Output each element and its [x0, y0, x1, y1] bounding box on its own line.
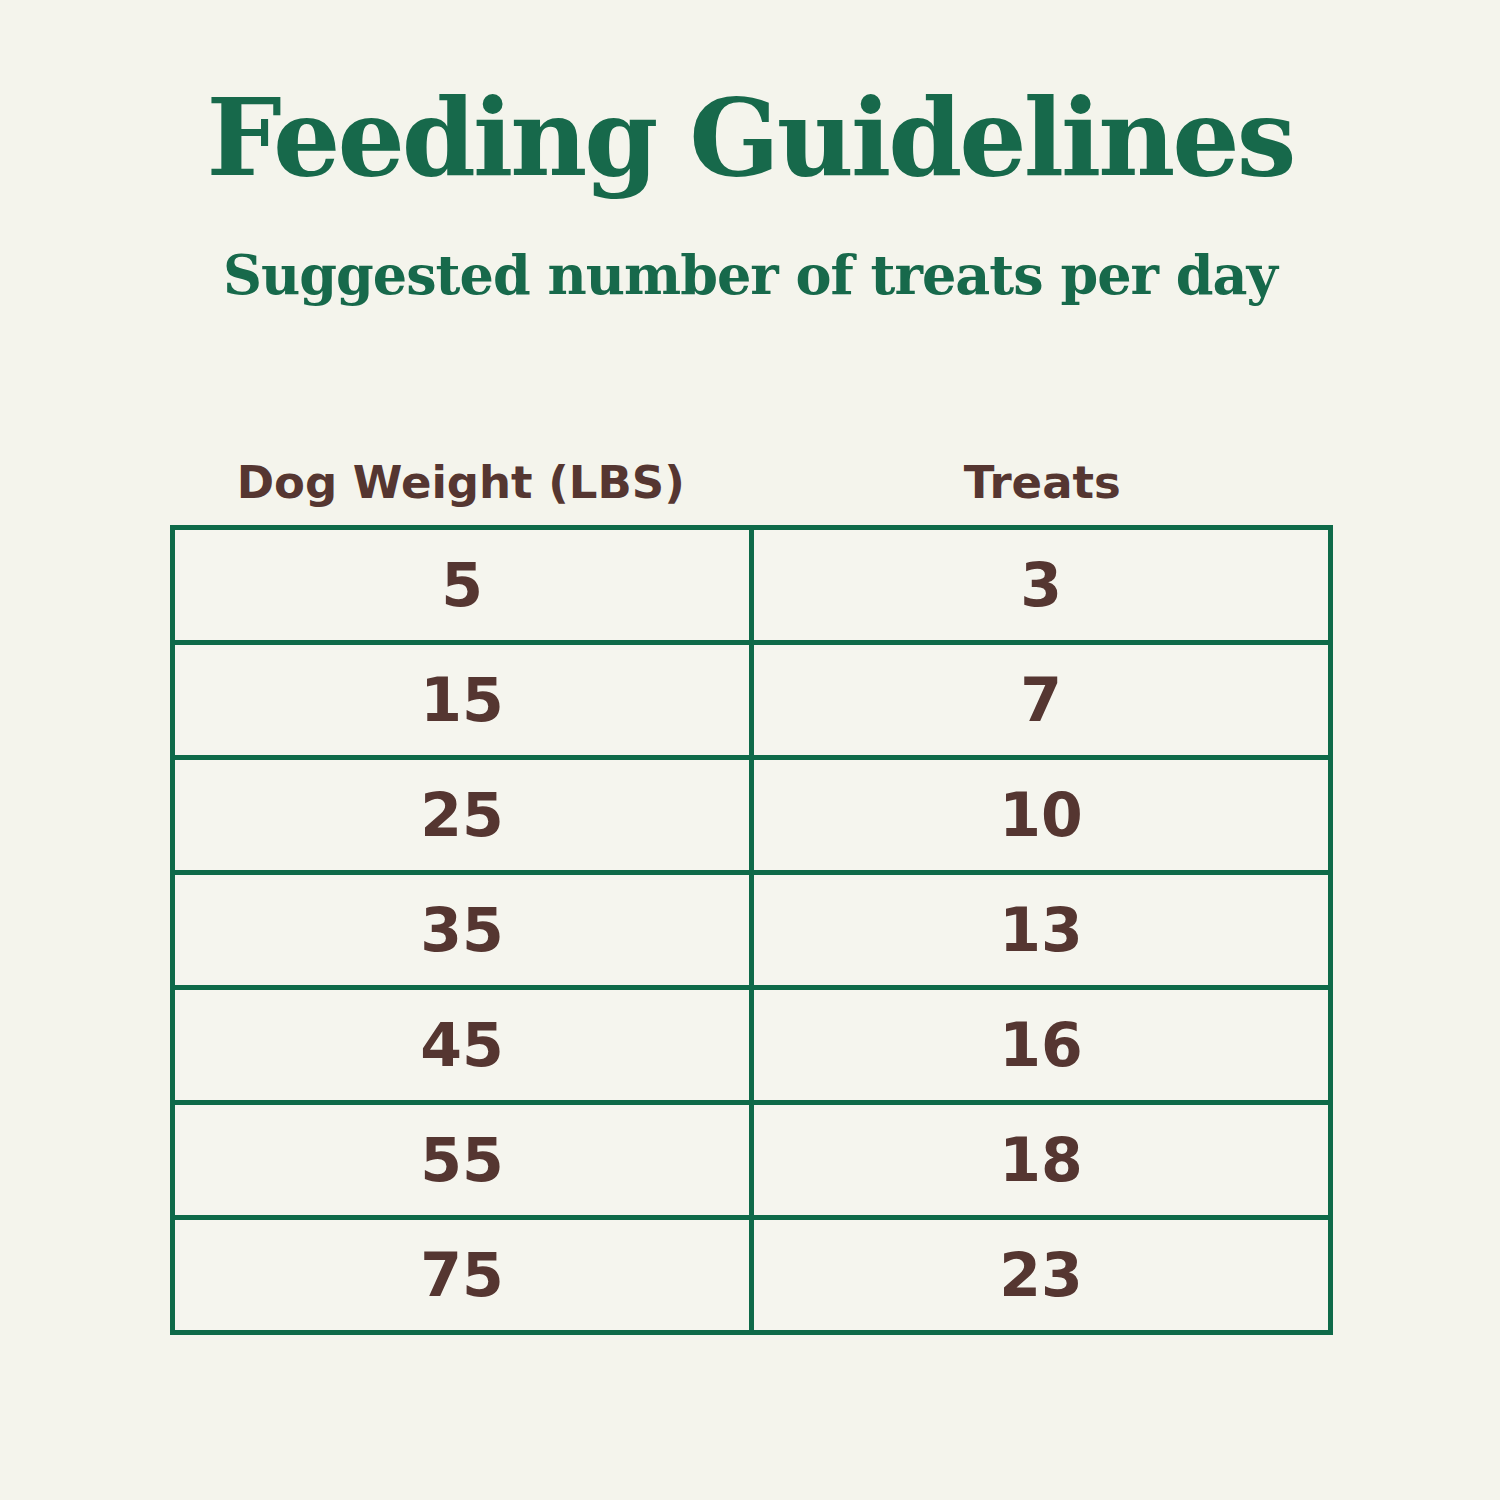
column-header-dog-weight: Dog Weight (LBS): [170, 448, 752, 518]
dog-weight-cell: 35: [175, 875, 749, 985]
dog-weight-cell: 5: [175, 530, 749, 640]
table-row: 35 13: [175, 870, 1328, 985]
dog-weight-cell: 25: [175, 760, 749, 870]
table-row: 55 18: [175, 1100, 1328, 1215]
table-row: 25 10: [175, 755, 1328, 870]
table-column-headers: Dog Weight (LBS) Treats: [170, 448, 1333, 518]
treats-cell: 16: [749, 990, 1328, 1100]
treats-cell: 23: [749, 1220, 1328, 1330]
treats-cell: 3: [749, 530, 1328, 640]
table-row: 15 7: [175, 640, 1328, 755]
dog-weight-cell: 15: [175, 645, 749, 755]
treats-cell: 7: [749, 645, 1328, 755]
feeding-guidelines-table: 5 3 15 7 25 10 35 13 45 16 55 18 75 23: [170, 525, 1333, 1335]
treats-cell: 13: [749, 875, 1328, 985]
dog-weight-cell: 45: [175, 990, 749, 1100]
dog-weight-cell: 75: [175, 1220, 749, 1330]
page-title: Feeding Guidelines: [0, 80, 1500, 197]
table-row: 45 16: [175, 985, 1328, 1100]
page-subtitle: Suggested number of treats per day: [0, 243, 1500, 307]
table-row: 5 3: [175, 530, 1328, 640]
table-row: 75 23: [175, 1215, 1328, 1330]
dog-weight-cell: 55: [175, 1105, 749, 1215]
treats-cell: 18: [749, 1105, 1328, 1215]
column-header-treats: Treats: [752, 448, 1334, 518]
treats-cell: 10: [749, 760, 1328, 870]
